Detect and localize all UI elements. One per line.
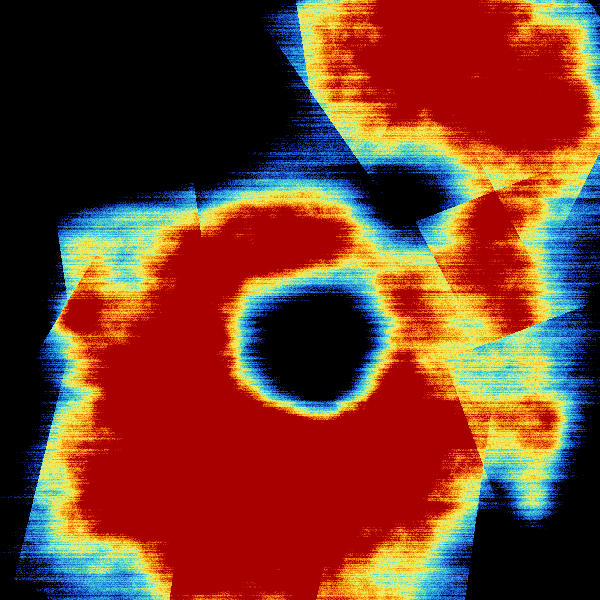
radar-image-viewport: jet-radar-reflectivity dBZ: [0, 0, 600, 600]
radar-reflectivity-heatmap: [0, 0, 600, 600]
